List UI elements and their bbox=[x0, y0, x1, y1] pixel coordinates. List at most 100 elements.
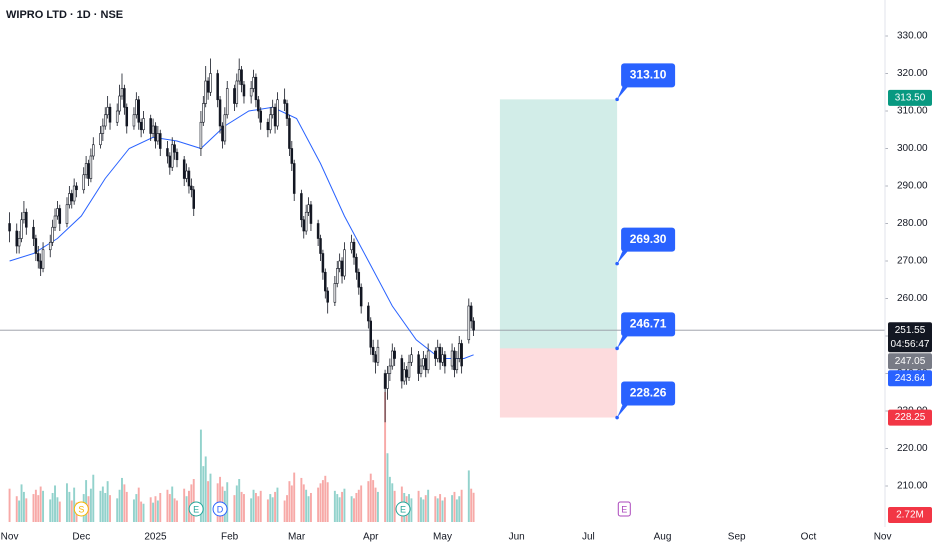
candle-body bbox=[225, 88, 229, 116]
candle-body bbox=[441, 354, 444, 363]
candle-body bbox=[139, 121, 143, 131]
candle-body bbox=[443, 354, 447, 367]
volume-bar bbox=[20, 484, 23, 522]
level-pointer bbox=[617, 334, 630, 349]
volume-bar bbox=[235, 485, 238, 522]
volume-bar bbox=[66, 483, 68, 522]
candle-body bbox=[254, 76, 258, 101]
candle-body bbox=[343, 249, 346, 277]
candle-body bbox=[233, 88, 236, 104]
volume-bar bbox=[219, 476, 222, 522]
candle-body bbox=[391, 350, 394, 367]
volume-bar bbox=[417, 490, 420, 522]
candle-body bbox=[34, 238, 38, 254]
volume-bar bbox=[132, 499, 135, 522]
volume-bar bbox=[238, 479, 241, 522]
candle-body bbox=[302, 219, 306, 232]
volume-bar bbox=[49, 499, 52, 522]
x-tick-label: Dec bbox=[72, 532, 90, 543]
volume-bar bbox=[202, 466, 205, 522]
candle-body bbox=[269, 114, 272, 131]
candle-body bbox=[206, 80, 210, 93]
candle-body bbox=[252, 76, 255, 89]
volume-bar bbox=[32, 494, 35, 522]
y-tick-label: 300.00 bbox=[897, 143, 928, 154]
volume-bar bbox=[233, 495, 236, 522]
x-tick-label: Apr bbox=[363, 532, 379, 543]
candle-body bbox=[290, 148, 294, 164]
y-tick-label: 270.00 bbox=[897, 256, 928, 267]
chart-title: WIPRO LTD · 1D · NSE bbox=[6, 9, 123, 21]
candle-body bbox=[173, 144, 176, 153]
candle-body bbox=[324, 271, 327, 292]
volume-bar bbox=[34, 489, 37, 522]
candle-body bbox=[216, 73, 219, 101]
volume-bar bbox=[73, 487, 76, 522]
moving-average bbox=[9, 106, 474, 359]
candle-body bbox=[338, 260, 341, 269]
level-label: 228.26 bbox=[630, 386, 667, 400]
price-tag bbox=[888, 370, 932, 387]
volume-bar bbox=[302, 484, 305, 522]
candle-body bbox=[56, 208, 59, 217]
volume-bar bbox=[156, 500, 159, 522]
candle-body bbox=[316, 223, 320, 239]
level-point bbox=[615, 346, 619, 351]
y-tick-label: 320.00 bbox=[897, 68, 928, 79]
volume-bar bbox=[338, 497, 341, 522]
volume-bar bbox=[226, 482, 229, 522]
candle-body bbox=[467, 305, 471, 341]
candle-body bbox=[92, 144, 95, 157]
volume-bar bbox=[324, 475, 327, 522]
candle-body bbox=[204, 80, 207, 104]
volume-bar bbox=[309, 492, 312, 522]
candle-body bbox=[300, 193, 303, 221]
level-label: 269.30 bbox=[630, 232, 667, 246]
candle-body bbox=[202, 103, 205, 123]
candle-body bbox=[70, 193, 74, 202]
candle-body bbox=[118, 95, 121, 112]
volume-bar bbox=[68, 491, 71, 522]
candle-body bbox=[307, 204, 310, 213]
volume-bar bbox=[183, 488, 186, 522]
candle-body bbox=[386, 373, 389, 389]
candle-body bbox=[472, 320, 475, 331]
x-tick-label: Nov bbox=[874, 532, 892, 543]
volume-bar bbox=[269, 494, 272, 522]
volume-bar bbox=[350, 496, 353, 522]
candle-body bbox=[209, 73, 212, 93]
candle-body bbox=[39, 260, 42, 269]
candle-body bbox=[333, 283, 337, 303]
y-tick-label: 280.00 bbox=[897, 218, 928, 229]
volume-bar bbox=[470, 488, 473, 522]
level-pointer bbox=[617, 403, 630, 418]
candle-body bbox=[99, 133, 102, 146]
event-marker bbox=[395, 501, 411, 517]
candle-body bbox=[240, 69, 243, 86]
candle-body bbox=[17, 238, 21, 247]
candle-body bbox=[450, 350, 454, 367]
volume-bar bbox=[173, 498, 176, 522]
event-label: E bbox=[621, 504, 627, 514]
volume-bar bbox=[42, 490, 45, 522]
x-tick-label: Mar bbox=[288, 532, 306, 543]
volume-bar bbox=[391, 483, 394, 522]
candle-body bbox=[273, 106, 277, 127]
candle-body bbox=[223, 114, 227, 142]
candle-body bbox=[125, 106, 129, 127]
candle-body bbox=[457, 343, 461, 359]
candle-body bbox=[438, 346, 442, 363]
candle-body bbox=[8, 223, 11, 232]
y-tick-label: 310.00 bbox=[897, 106, 928, 117]
volume-bar bbox=[286, 495, 288, 522]
candle-body bbox=[259, 110, 262, 123]
price-tag-label: 247.05 bbox=[895, 356, 926, 367]
volume-bar bbox=[293, 472, 296, 522]
price-tag-label: 243.64 bbox=[895, 373, 926, 384]
price-tag bbox=[888, 322, 932, 353]
volume-bar bbox=[424, 495, 427, 522]
volume-bar bbox=[89, 488, 92, 522]
volume-bar bbox=[106, 481, 109, 522]
volume-bar bbox=[290, 485, 293, 522]
volume-bar bbox=[204, 456, 207, 522]
